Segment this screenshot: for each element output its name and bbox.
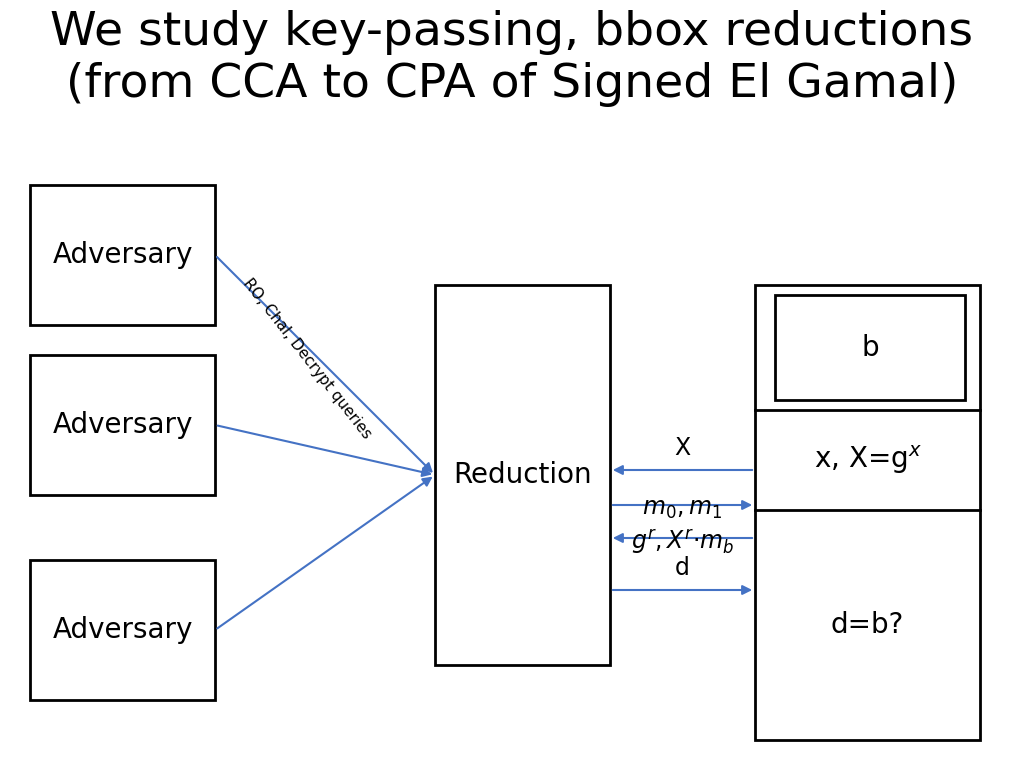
Text: Adversary: Adversary	[52, 616, 193, 644]
Text: We study key-passing, bbox reductions
(from CCA to CPA of Signed El Gamal): We study key-passing, bbox reductions (f…	[50, 10, 974, 107]
Text: Reduction: Reduction	[454, 461, 592, 489]
Bar	[30, 560, 215, 700]
Text: RO, Chal, Decrypt queries: RO, Chal, Decrypt queries	[240, 276, 374, 442]
Text: x, X=g$^x$: x, X=g$^x$	[813, 444, 922, 476]
Text: d=b?: d=b?	[830, 611, 904, 639]
Bar	[30, 355, 215, 495]
Text: X: X	[675, 436, 690, 460]
Bar	[775, 295, 965, 400]
Bar	[435, 285, 610, 665]
Bar	[755, 285, 980, 740]
Text: b: b	[861, 333, 879, 362]
Text: $g^r, X^r{\cdot}m_b$: $g^r, X^r{\cdot}m_b$	[631, 528, 734, 557]
Text: d: d	[675, 556, 690, 580]
Bar	[30, 185, 215, 325]
Text: Adversary: Adversary	[52, 241, 193, 269]
Text: $m_0, m_1$: $m_0, m_1$	[642, 497, 723, 521]
Text: Adversary: Adversary	[52, 411, 193, 439]
